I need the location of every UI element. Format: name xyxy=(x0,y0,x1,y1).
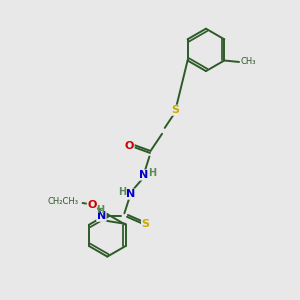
Text: O: O xyxy=(125,141,134,151)
Text: S: S xyxy=(171,105,179,115)
Text: H: H xyxy=(148,168,156,178)
Text: H: H xyxy=(96,205,104,215)
Text: CH₃: CH₃ xyxy=(240,58,256,67)
Text: N: N xyxy=(97,211,106,221)
Text: N: N xyxy=(126,189,136,199)
Text: O: O xyxy=(87,200,97,210)
Text: CH₂CH₃: CH₂CH₃ xyxy=(47,197,78,206)
Text: S: S xyxy=(142,219,150,229)
Text: N: N xyxy=(140,170,149,180)
Text: H: H xyxy=(118,187,127,197)
